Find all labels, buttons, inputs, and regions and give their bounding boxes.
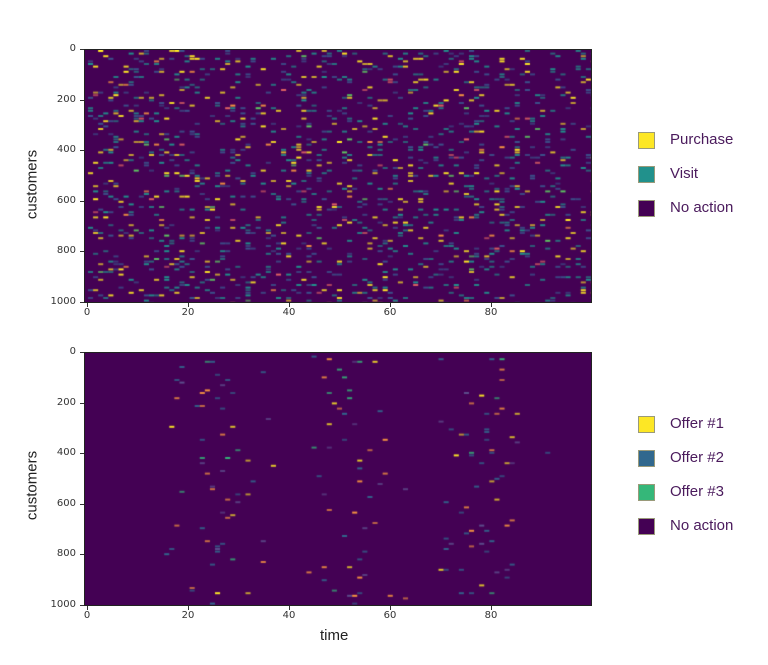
legend-label: Offer #1	[670, 415, 724, 432]
bottom-heatmap-plot	[84, 352, 592, 606]
y-tick-label: 200	[56, 93, 76, 105]
x-tick-mark	[491, 303, 492, 307]
offer-3-swatch	[638, 484, 655, 501]
y-tick-mark	[80, 352, 84, 353]
top-heatmap-canvas	[85, 50, 591, 302]
x-tick-mark	[188, 303, 189, 307]
x-tick-mark	[289, 303, 290, 307]
y-tick-mark	[80, 453, 84, 455]
legend-label: Offer #2	[670, 449, 724, 466]
bottom-x-axis-label: time	[320, 627, 349, 644]
x-tick-label: 60	[383, 307, 397, 318]
y-tick-label: 1000	[50, 599, 76, 610]
x-tick-mark	[289, 606, 290, 610]
y-tick-mark	[80, 251, 84, 253]
x-tick-label: 0	[83, 610, 91, 621]
x-tick-label: 20	[181, 610, 195, 621]
purchase-swatch	[638, 132, 655, 149]
y-tick-mark	[80, 99, 84, 101]
x-tick-label: 80	[484, 307, 498, 318]
no-action-swatch	[638, 200, 655, 217]
y-tick-label: 600	[56, 497, 76, 509]
x-tick-mark	[390, 303, 391, 307]
legend-label: Purchase	[670, 131, 734, 148]
top-heatmap-plot	[84, 49, 592, 303]
legend-label: Visit	[670, 165, 699, 182]
x-tick-label: 20	[181, 307, 195, 318]
x-tick-label: 40	[282, 610, 296, 621]
x-tick-mark	[87, 606, 88, 610]
y-tick-mark	[80, 554, 84, 556]
y-tick-label: 200	[56, 396, 76, 408]
x-tick-mark	[390, 606, 391, 610]
y-tick-mark	[80, 150, 84, 152]
y-tick-mark	[80, 49, 84, 50]
no-action-swatch	[638, 518, 655, 535]
legend-label: Offer #3	[670, 483, 724, 500]
legend-label: No action	[670, 199, 734, 216]
x-tick-mark	[87, 303, 88, 307]
y-tick-label: 400	[56, 144, 76, 156]
x-tick-label: 0	[83, 307, 91, 318]
y-tick-label: 400	[56, 447, 76, 459]
y-tick-mark	[80, 503, 84, 505]
legend-label: No action	[670, 517, 734, 534]
bottom-heatmap-canvas	[85, 353, 591, 605]
y-tick-mark	[80, 200, 84, 202]
y-tick-label: 600	[56, 194, 76, 206]
y-tick-label: 800	[56, 548, 76, 560]
visit-swatch	[638, 166, 655, 183]
x-tick-label: 80	[484, 610, 498, 621]
bottom-y-axis-label: customers	[23, 450, 41, 521]
y-tick-mark	[80, 302, 84, 303]
offer-1-swatch	[638, 416, 655, 433]
y-tick-label: 800	[56, 245, 76, 257]
x-tick-label: 60	[383, 610, 397, 621]
offer-2-swatch	[638, 450, 655, 467]
top-y-axis-label: customers	[23, 149, 41, 220]
y-tick-label: 0	[69, 346, 76, 357]
x-tick-label: 40	[282, 307, 296, 318]
y-tick-label: 0	[69, 43, 76, 54]
x-tick-mark	[491, 606, 492, 610]
y-tick-mark	[80, 402, 84, 404]
y-tick-label: 1000	[50, 296, 76, 307]
y-tick-mark	[80, 605, 84, 606]
x-tick-mark	[188, 606, 189, 610]
